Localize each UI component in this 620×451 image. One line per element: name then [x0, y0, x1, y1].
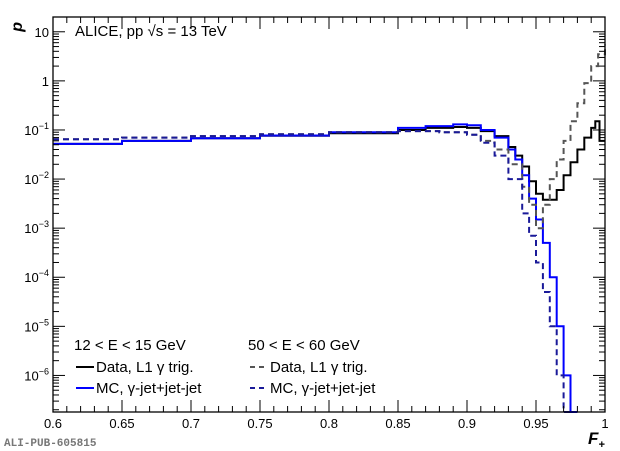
- legend-header: 12 < E < 15 GeV: [74, 337, 186, 354]
- y-tick-base: 10: [24, 319, 38, 334]
- y-tick-label: 10−1: [24, 121, 49, 138]
- y-tick-exponent: −4: [39, 268, 49, 278]
- y-tick-base: 1: [42, 74, 49, 89]
- x-tick-label: 0.9: [458, 416, 476, 431]
- y-tick-label: 10−4: [24, 268, 49, 285]
- y-tick-exponent: −3: [39, 219, 49, 229]
- y-tick-base: 10: [24, 123, 38, 138]
- y-tick-base: 10: [24, 368, 38, 383]
- x-axis-label-sub: +: [598, 439, 605, 451]
- y-tick-label: 10−6: [24, 366, 49, 383]
- legend-entry: MC, γ-jet+jet-jet: [270, 380, 376, 397]
- x-tick-label: 0.8: [320, 416, 338, 431]
- y-tick-base: 10: [24, 221, 38, 236]
- x-tick-label: 0.6: [44, 416, 62, 431]
- watermark: ALI-PUB-605815: [4, 438, 97, 450]
- y-tick-base: 10: [35, 25, 49, 40]
- y-tick-base: 10: [24, 270, 38, 285]
- x-tick-label: 0.65: [109, 416, 134, 431]
- x-axis-label-main: F: [588, 429, 599, 448]
- axes: 0.6 0.65 0.7 0.75 0.8 0.85 0.9 0.95 110−610−510−…: [24, 16, 609, 431]
- y-tick-exponent: −6: [39, 366, 49, 376]
- y-axis-label: p: [9, 22, 26, 33]
- y-tick-exponent: −2: [39, 170, 49, 180]
- y-tick-base: 10: [24, 172, 38, 187]
- legend-header: 50 < E < 60 GeV: [248, 337, 360, 354]
- x-tick-label: 0.7: [182, 416, 200, 431]
- legend-entry: MC, γ-jet+jet-jet: [96, 380, 202, 397]
- y-tick-label: 10−5: [24, 317, 49, 334]
- y-tick-label: 10−2: [24, 170, 49, 187]
- x-tick-label: 0.75: [247, 416, 272, 431]
- x-tick-label: 1: [601, 416, 608, 431]
- x-tick-label: 0.95: [523, 416, 548, 431]
- x-tick-label: 0.85: [385, 416, 410, 431]
- series-line-1: [53, 123, 578, 413]
- legend-entry: Data, L1 γ trig.: [270, 359, 368, 376]
- x-axis-label: F+: [588, 429, 605, 451]
- chart-series: [53, 44, 606, 413]
- legend: 12 < E < 15 GeV Data, L1 γ trig. MC, γ-jet…: [74, 337, 376, 397]
- series-line-3: [53, 130, 571, 413]
- legend-entry: Data, L1 γ trig.: [96, 359, 194, 376]
- y-tick-label: 1: [42, 74, 49, 89]
- y-tick-exponent: −5: [39, 317, 49, 327]
- y-tick-exponent: −1: [39, 121, 49, 131]
- y-tick-label: 10: [35, 25, 49, 40]
- chart-annotation: ALICE, pp √s = 13 TeV: [75, 23, 227, 40]
- y-tick-label: 10−3: [24, 219, 49, 236]
